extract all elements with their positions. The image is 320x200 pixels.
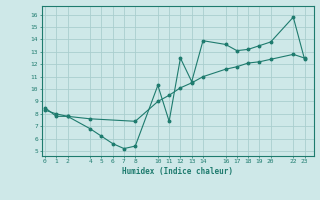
X-axis label: Humidex (Indice chaleur): Humidex (Indice chaleur) — [122, 167, 233, 176]
